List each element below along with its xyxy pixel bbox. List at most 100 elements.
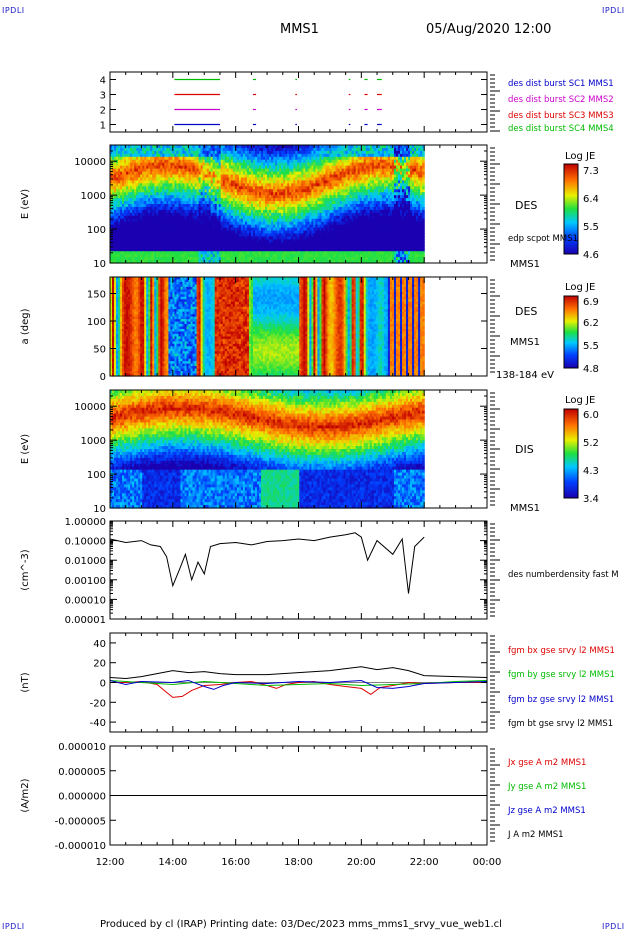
spectrogram-cell [140,245,143,249]
spectrogram-cell [347,251,351,255]
spectrogram-cell [246,159,250,164]
spectrogram-cell [166,147,169,152]
spectrogram-cell [341,251,345,255]
spectrogram-cell [301,145,304,149]
spectrogram-cell [124,162,127,167]
spectrogram-cell [118,168,121,173]
spectrogram-cell [230,177,234,181]
spectrogram-cell [242,236,246,240]
spectrogram-cell [321,248,325,252]
spectrogram-cell [291,168,294,173]
spectrogram-cell [269,171,272,176]
spectrogram-cell [168,174,172,179]
spectrogram-cell [138,177,141,181]
spectrogram-cell [130,248,133,252]
spectrogram-cell [250,147,254,152]
spectrogram-cell [285,177,288,181]
spectrogram-cell [273,165,276,170]
spectrogram-cell [319,147,323,152]
spectrogram-cell [345,156,349,161]
spectrogram-cell [331,165,335,170]
spectrogram-cell [208,153,212,158]
spectrogram-cell [150,260,153,264]
spectrogram-cell [220,171,224,176]
spectrogram-cell [216,165,220,170]
spectrogram-cell [331,192,335,196]
spectrogram-cell [124,177,127,181]
spectrogram-cell [152,183,155,187]
spectrogram-cell [200,254,204,258]
spectrogram-cell [220,195,224,199]
spectrogram-cell [295,192,298,196]
spectrogram-cell [234,215,238,220]
spectrogram-cell [301,233,304,238]
spectrogram-cell [158,215,161,220]
spectrogram-cell [210,150,214,155]
spectrogram-cell [156,201,159,205]
spectrogram-cell [279,242,282,246]
spectrogram-cell [315,159,319,164]
spectrogram-cell [341,260,345,264]
spectrogram-cell [170,147,174,152]
spectrogram-cell [277,236,280,240]
spectrogram-cell [122,248,125,252]
spectrogram-cell [287,233,290,238]
spectrogram-cell [281,147,284,152]
spectrogram-cell [238,177,242,181]
spectrogram-cell [265,177,268,181]
spectrogram-cell [236,168,240,173]
spectrogram-cell [128,204,131,208]
spectrogram-cell [222,239,226,243]
spectrogram-cell [257,233,260,238]
spectrogram-cell [281,236,284,240]
spectrogram-cell [180,159,184,164]
spectrogram-cell [154,174,157,179]
spectrogram-cell [160,239,163,243]
spectrogram-cell [321,165,325,170]
spectrogram-cell [206,192,210,196]
spectrogram-cell [311,183,314,187]
spectrogram-cell [192,162,196,167]
spectrogram-cell [204,156,208,161]
spectrogram-cell [351,233,355,238]
spectrogram-cell [242,177,246,181]
spectrogram-cell [291,192,294,196]
spectrogram-cell [275,171,278,176]
spectrogram-cell [144,260,147,264]
spectrogram-cell [184,159,188,164]
spectrogram-cell [269,248,272,252]
spectrogram-cell [168,215,172,220]
spectrogram-cell [124,221,127,226]
spectrogram-cell [218,201,222,205]
spectrogram-cell [291,254,294,258]
spectrogram-cell [172,248,176,252]
spectrogram-cell [345,171,349,176]
spectrogram-cell [313,180,317,184]
spectrogram-cell [291,186,294,190]
spectrogram-cell [114,260,117,264]
spectrogram-cell [303,183,306,187]
spectrogram-cell [228,236,232,240]
spectrogram-cell [116,260,119,264]
spectrogram-cell [130,189,133,193]
spectrogram-cell [220,183,224,187]
spectrogram-cell [226,153,230,158]
spectrogram-cell [248,195,252,199]
spectrogram-cell [114,221,117,226]
spectrogram-cell [152,206,155,211]
spectrogram-cell [196,159,200,164]
spectrogram-cell [114,156,117,161]
spectrogram-cell [234,177,238,181]
spectrogram-cell [128,153,131,158]
spectrogram-cell [321,215,325,220]
spectrogram-cell [313,257,317,261]
spectrogram-cell [257,177,260,181]
spectrogram-cell [283,260,286,264]
spectrogram-cell [321,186,325,190]
spectrogram-cell [140,156,143,161]
spectrogram-cell [321,180,325,184]
spectrogram-cell [136,257,139,261]
spectrogram-cell [140,242,143,246]
spectrogram-cell [355,147,359,152]
spectrogram-cell [259,189,262,193]
